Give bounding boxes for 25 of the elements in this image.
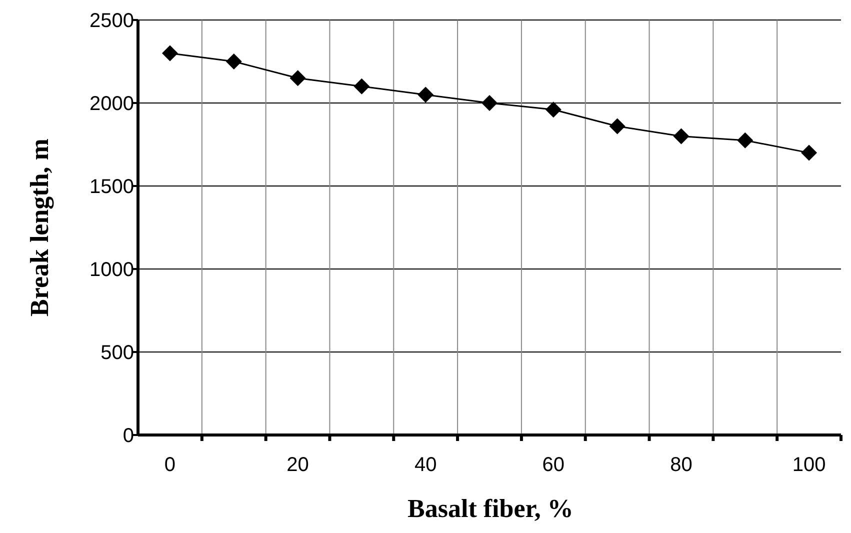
y-axis-title: Break length, m <box>25 138 54 316</box>
x-tick-label: 40 <box>414 454 437 476</box>
x-axis-title: Basalt fiber, % <box>408 494 574 523</box>
x-tick-label: 0 <box>164 454 176 476</box>
y-tick-label: 2500 <box>90 10 134 32</box>
point <box>482 95 498 111</box>
point <box>737 132 754 148</box>
point <box>609 118 626 134</box>
point <box>545 102 562 118</box>
point <box>290 70 306 86</box>
x-tick-label: 100 <box>792 454 826 476</box>
point <box>354 78 370 94</box>
x-tick-label: 20 <box>286 454 309 476</box>
point <box>226 54 242 70</box>
y-tick-label: 2000 <box>90 93 134 115</box>
y-tick-label: 0 <box>122 425 134 447</box>
y-tick-label: 1500 <box>90 176 134 198</box>
y-tick-label: 500 <box>100 342 134 364</box>
point <box>418 86 434 103</box>
point <box>801 144 818 161</box>
y-tick-label: 1000 <box>90 259 134 281</box>
x-tick-label: 60 <box>542 454 565 476</box>
point <box>162 45 178 62</box>
point <box>673 128 690 144</box>
x-tick-label: 80 <box>670 454 692 476</box>
